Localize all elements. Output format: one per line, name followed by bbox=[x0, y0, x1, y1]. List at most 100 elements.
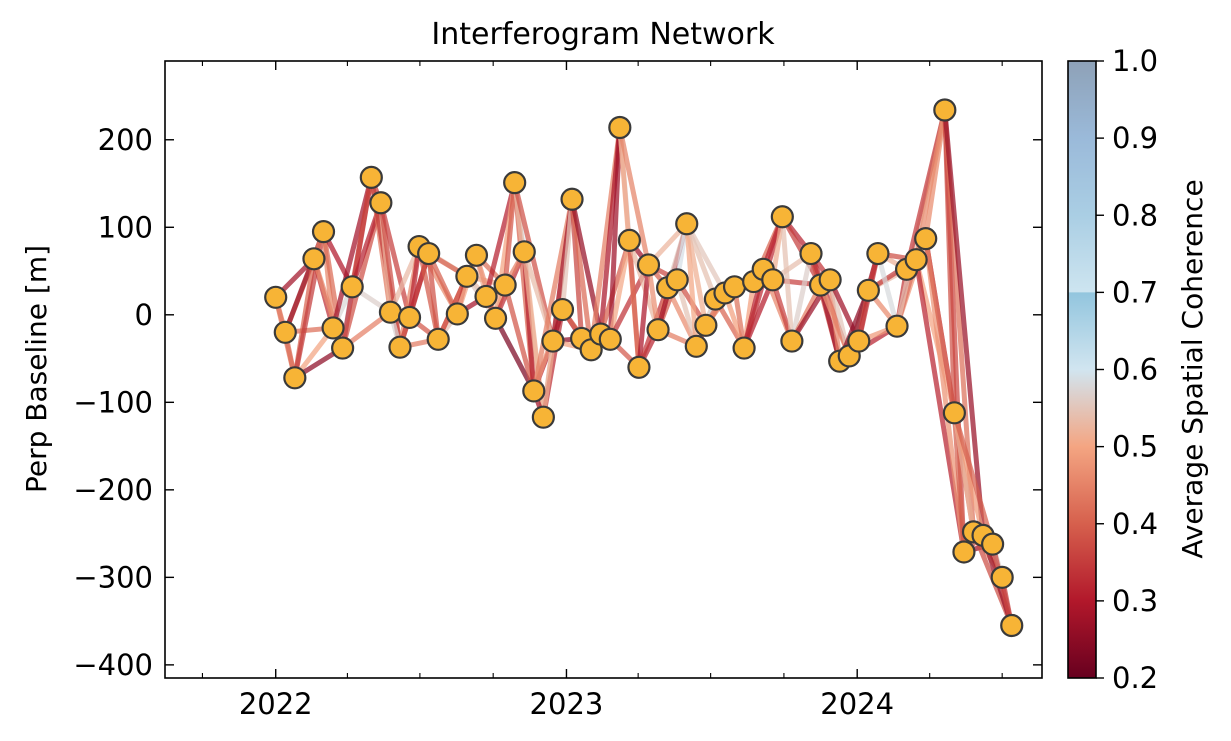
y-tick-label: −400 bbox=[73, 648, 153, 682]
interferogram-edge bbox=[378, 200, 403, 350]
acquisition-point bbox=[617, 228, 641, 253]
acquisition-point bbox=[856, 278, 880, 302]
interferogram-edge bbox=[426, 251, 441, 342]
interferogram-edge bbox=[626, 237, 661, 333]
acquisition-point bbox=[847, 329, 871, 353]
acquisition-point bbox=[636, 253, 661, 277]
interferogram-edge bbox=[617, 125, 652, 268]
colorbar: 0.2 0.3 0.4 0.5 0.6 0.7 0.8 0.9 1.0 bbox=[1067, 44, 1158, 695]
acquisition-point bbox=[340, 275, 364, 299]
interferogram-edge bbox=[387, 244, 422, 315]
acquisition-point bbox=[311, 220, 336, 244]
acquisition-point bbox=[818, 268, 842, 292]
colorbar-tick-label: 0.9 bbox=[1112, 121, 1158, 155]
x-axis: 2022 2023 2024 bbox=[201, 61, 1003, 721]
acquisition-point bbox=[560, 187, 584, 211]
interferogram-edge bbox=[789, 251, 814, 344]
acquisition-point bbox=[503, 171, 527, 195]
acquisition-point bbox=[627, 355, 651, 379]
interferogram-edge bbox=[559, 196, 575, 313]
colorbar-tick-label: 0.5 bbox=[1112, 430, 1158, 464]
acquisition-point bbox=[608, 115, 632, 140]
acquisition-point bbox=[283, 366, 307, 390]
interferogram-edge bbox=[636, 262, 652, 370]
acquisition-point bbox=[933, 98, 957, 122]
colorbar-label: Average Spatial Coherence bbox=[1176, 179, 1209, 558]
acquisition-point bbox=[675, 212, 699, 236]
acquisition-point bbox=[780, 329, 804, 353]
colorbar-tick-label: 0.4 bbox=[1112, 507, 1158, 541]
colorbar-tick-label: 0.6 bbox=[1112, 353, 1158, 387]
colorbar-tick-label: 0.8 bbox=[1112, 198, 1158, 232]
acquisition-point bbox=[598, 327, 622, 351]
interferogram-edge bbox=[779, 214, 795, 344]
y-tick-label: 0 bbox=[135, 298, 153, 332]
acquisition-point bbox=[665, 268, 689, 292]
acquisition-point bbox=[541, 329, 565, 353]
acquisition-point bbox=[531, 405, 555, 429]
acquisition-point bbox=[359, 165, 383, 189]
acquisition-point bbox=[264, 285, 288, 309]
interferogram-edge bbox=[502, 282, 537, 394]
acquisition-point bbox=[550, 297, 575, 322]
acquisition-point bbox=[455, 264, 479, 288]
colorbar-tick-label: 1.0 bbox=[1112, 44, 1158, 78]
acquisition-point bbox=[522, 379, 546, 403]
plot-area-frame bbox=[164, 60, 1043, 679]
acquisition-point bbox=[684, 334, 708, 358]
acquisition-point bbox=[866, 241, 890, 266]
acquisition-point bbox=[914, 227, 938, 251]
y-axis: −400 −300 −200 −100 0 100 200 bbox=[73, 123, 1042, 682]
y-tick-label: 100 bbox=[98, 210, 153, 244]
acquisition-point bbox=[761, 268, 785, 292]
acquisition-point bbox=[722, 275, 747, 299]
acquisition-point bbox=[397, 305, 422, 330]
colorbar-tick-label: 0.2 bbox=[1112, 661, 1158, 695]
acquisition-point bbox=[464, 243, 489, 267]
y-tick-label: −100 bbox=[73, 385, 153, 419]
interferogram-edge bbox=[378, 200, 413, 320]
colorbar-ticks: 0.2 0.3 0.4 0.5 0.6 0.7 0.8 0.9 1.0 bbox=[1096, 44, 1158, 695]
acquisition-point bbox=[990, 565, 1014, 589]
y-axis-label: Perp Baseline [m] bbox=[20, 245, 53, 493]
interferogram-edge bbox=[607, 237, 632, 342]
interferogram-edge bbox=[923, 107, 948, 242]
acquisition-point bbox=[493, 273, 517, 297]
interferogram-edge bbox=[349, 174, 374, 290]
colorbar-tick-label: 0.3 bbox=[1112, 584, 1158, 618]
acquisition-point bbox=[770, 205, 794, 229]
interferogram-edge bbox=[684, 221, 728, 296]
x-tick-label: 2023 bbox=[530, 687, 604, 721]
interferogram-edge bbox=[875, 251, 900, 329]
acquisition-point bbox=[388, 335, 412, 359]
acquisition-point bbox=[904, 248, 928, 272]
x-tick-label: 2022 bbox=[239, 687, 313, 721]
acquisition-point bbox=[646, 318, 670, 342]
acquisition-point bbox=[302, 247, 326, 271]
y-tick-label: −200 bbox=[73, 473, 153, 507]
acquisition-point bbox=[273, 320, 297, 344]
interferogram-edge bbox=[626, 237, 642, 370]
acquisition-point bbox=[942, 401, 966, 425]
acquisition-point bbox=[474, 284, 498, 309]
acquisition-point bbox=[952, 540, 976, 564]
acquisition-point bbox=[378, 300, 403, 324]
interferogram-edge bbox=[684, 221, 709, 328]
acquisition-point bbox=[799, 241, 823, 266]
acquisition-point bbox=[331, 336, 355, 360]
y-tick-label: −300 bbox=[73, 560, 153, 594]
acquisition-point bbox=[417, 241, 441, 266]
y-tick-label: 200 bbox=[98, 123, 153, 157]
acquisition-point bbox=[321, 316, 345, 340]
acquisition-point bbox=[732, 336, 756, 360]
interferogram-edge bbox=[607, 125, 623, 342]
acquisition-points bbox=[264, 98, 1024, 638]
acquisition-point bbox=[369, 191, 393, 215]
interferogram-edge bbox=[502, 180, 518, 288]
colorbar-tick-label: 0.7 bbox=[1112, 275, 1158, 309]
interferogram-edge bbox=[942, 107, 986, 538]
acquisition-point bbox=[981, 532, 1005, 556]
acquisition-point bbox=[885, 314, 909, 338]
acquisition-point bbox=[694, 313, 718, 337]
